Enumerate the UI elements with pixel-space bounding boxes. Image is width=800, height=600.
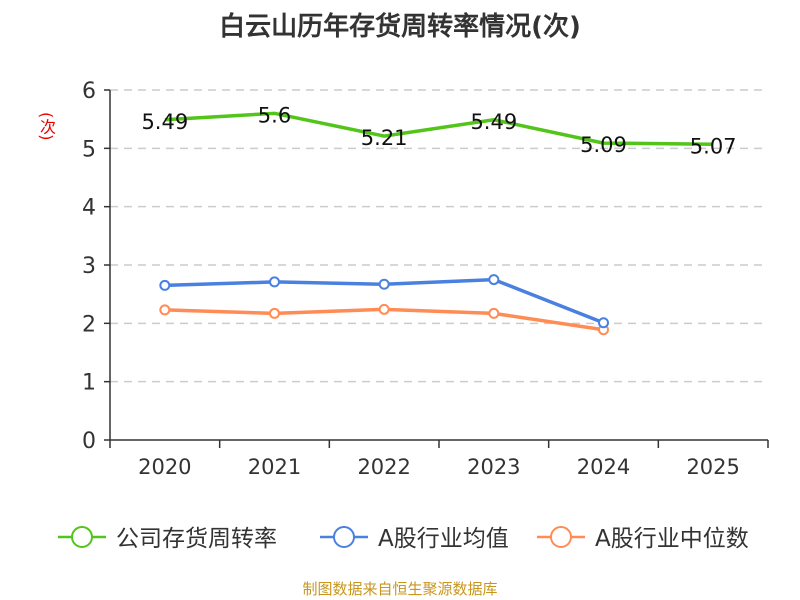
- y-tick-label: 6: [82, 79, 96, 104]
- legend-label: A股行业中位数: [595, 526, 749, 552]
- y-tick-label: 4: [82, 196, 96, 221]
- x-tick-label: 2023: [467, 455, 520, 479]
- series-line-0: [164, 111, 714, 146]
- legend-label: A股行业均值: [378, 526, 509, 552]
- data-point: [378, 303, 390, 315]
- data-label: 5.21: [361, 126, 408, 150]
- legend-marker: [71, 526, 93, 548]
- data-point: [269, 276, 280, 288]
- data-point: [598, 317, 609, 329]
- source-note: 制图数据来自恒生聚源数据库: [302, 580, 498, 598]
- x-tick-label: 2025: [686, 455, 739, 479]
- data-label: 5.07: [690, 134, 737, 158]
- y-tick-label: 3: [82, 254, 96, 279]
- chart-title: 白云山历年存货周转率情况(次): [219, 12, 581, 42]
- data-label: 5.49: [141, 110, 188, 134]
- data-point: [159, 279, 171, 291]
- y-tick-label: 1: [82, 371, 96, 396]
- x-tick-label: 2020: [138, 455, 191, 479]
- y-tick-label: 2: [82, 312, 96, 337]
- data-label: 5.49: [470, 110, 517, 134]
- x-tick-label: 2022: [357, 455, 410, 479]
- data-point: [378, 278, 390, 290]
- data-label: 5.6: [258, 103, 291, 127]
- x-tick-label: 2021: [248, 455, 301, 479]
- legend-label: 公司存货周转率: [116, 526, 277, 552]
- data-point: [488, 274, 500, 286]
- y-tick-label: 0: [82, 429, 96, 454]
- y-axis-label: (次): [37, 112, 56, 141]
- legend-marker: [333, 526, 355, 548]
- data-label: 5.09: [580, 133, 627, 157]
- data-point: [488, 307, 500, 319]
- x-tick-label: 2024: [577, 455, 630, 479]
- data-point: [159, 304, 171, 316]
- legend-marker: [550, 526, 572, 548]
- data-point: [269, 307, 280, 319]
- y-tick-label: 5: [82, 137, 96, 162]
